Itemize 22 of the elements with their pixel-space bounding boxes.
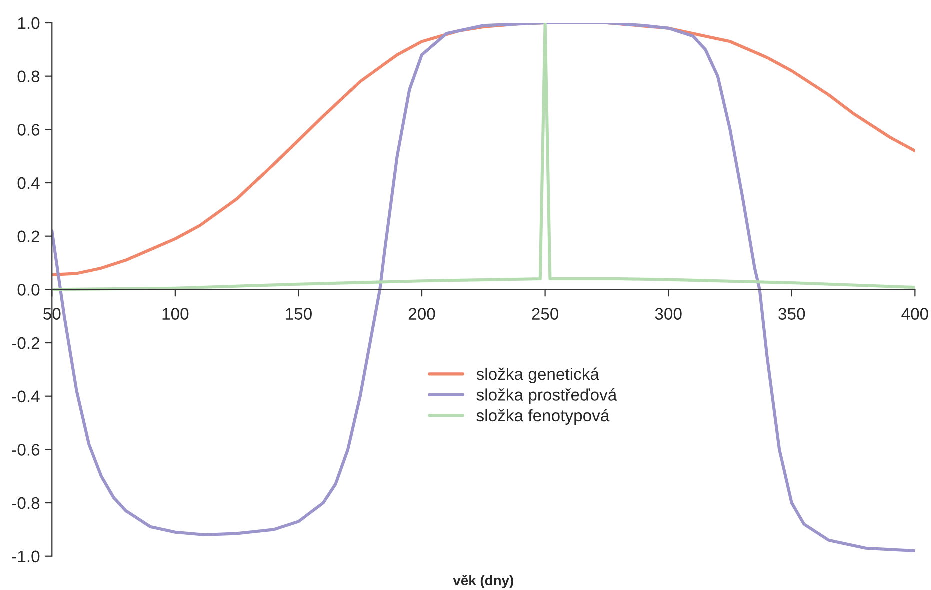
y-tick-label: 0.2 — [18, 230, 40, 243]
x-tick-label: 350 — [778, 308, 806, 320]
y-tick-label: -0.2 — [12, 337, 40, 350]
y-tick-label: 0.0 — [18, 284, 40, 296]
legend-label: složka prostřeďová — [476, 388, 618, 404]
legend-label: složka fenotypová — [476, 409, 610, 425]
y-tick-label: -0.6 — [12, 444, 40, 456]
y-tick-label: 0.8 — [18, 70, 40, 83]
y-tick-label: 0.6 — [18, 124, 40, 136]
x-tick-label: 200 — [408, 308, 436, 320]
y-tick-label: 0.4 — [18, 177, 40, 190]
legend-label: složka genetická — [476, 368, 600, 384]
x-tick-label: 150 — [286, 308, 312, 320]
x-tick-label: 100 — [162, 308, 189, 320]
y-tick-label: -0.8 — [12, 497, 40, 510]
y-tick-label: 1.0 — [18, 17, 40, 30]
x-axis-title: věk (dny) — [453, 575, 514, 588]
y-tick-label: -0.4 — [12, 390, 40, 403]
x-tick-label: 250 — [532, 308, 559, 320]
y-tick-label: -1.0 — [12, 550, 40, 563]
x-tick-label: 300 — [655, 308, 682, 320]
x-tick-label: 400 — [902, 308, 928, 320]
